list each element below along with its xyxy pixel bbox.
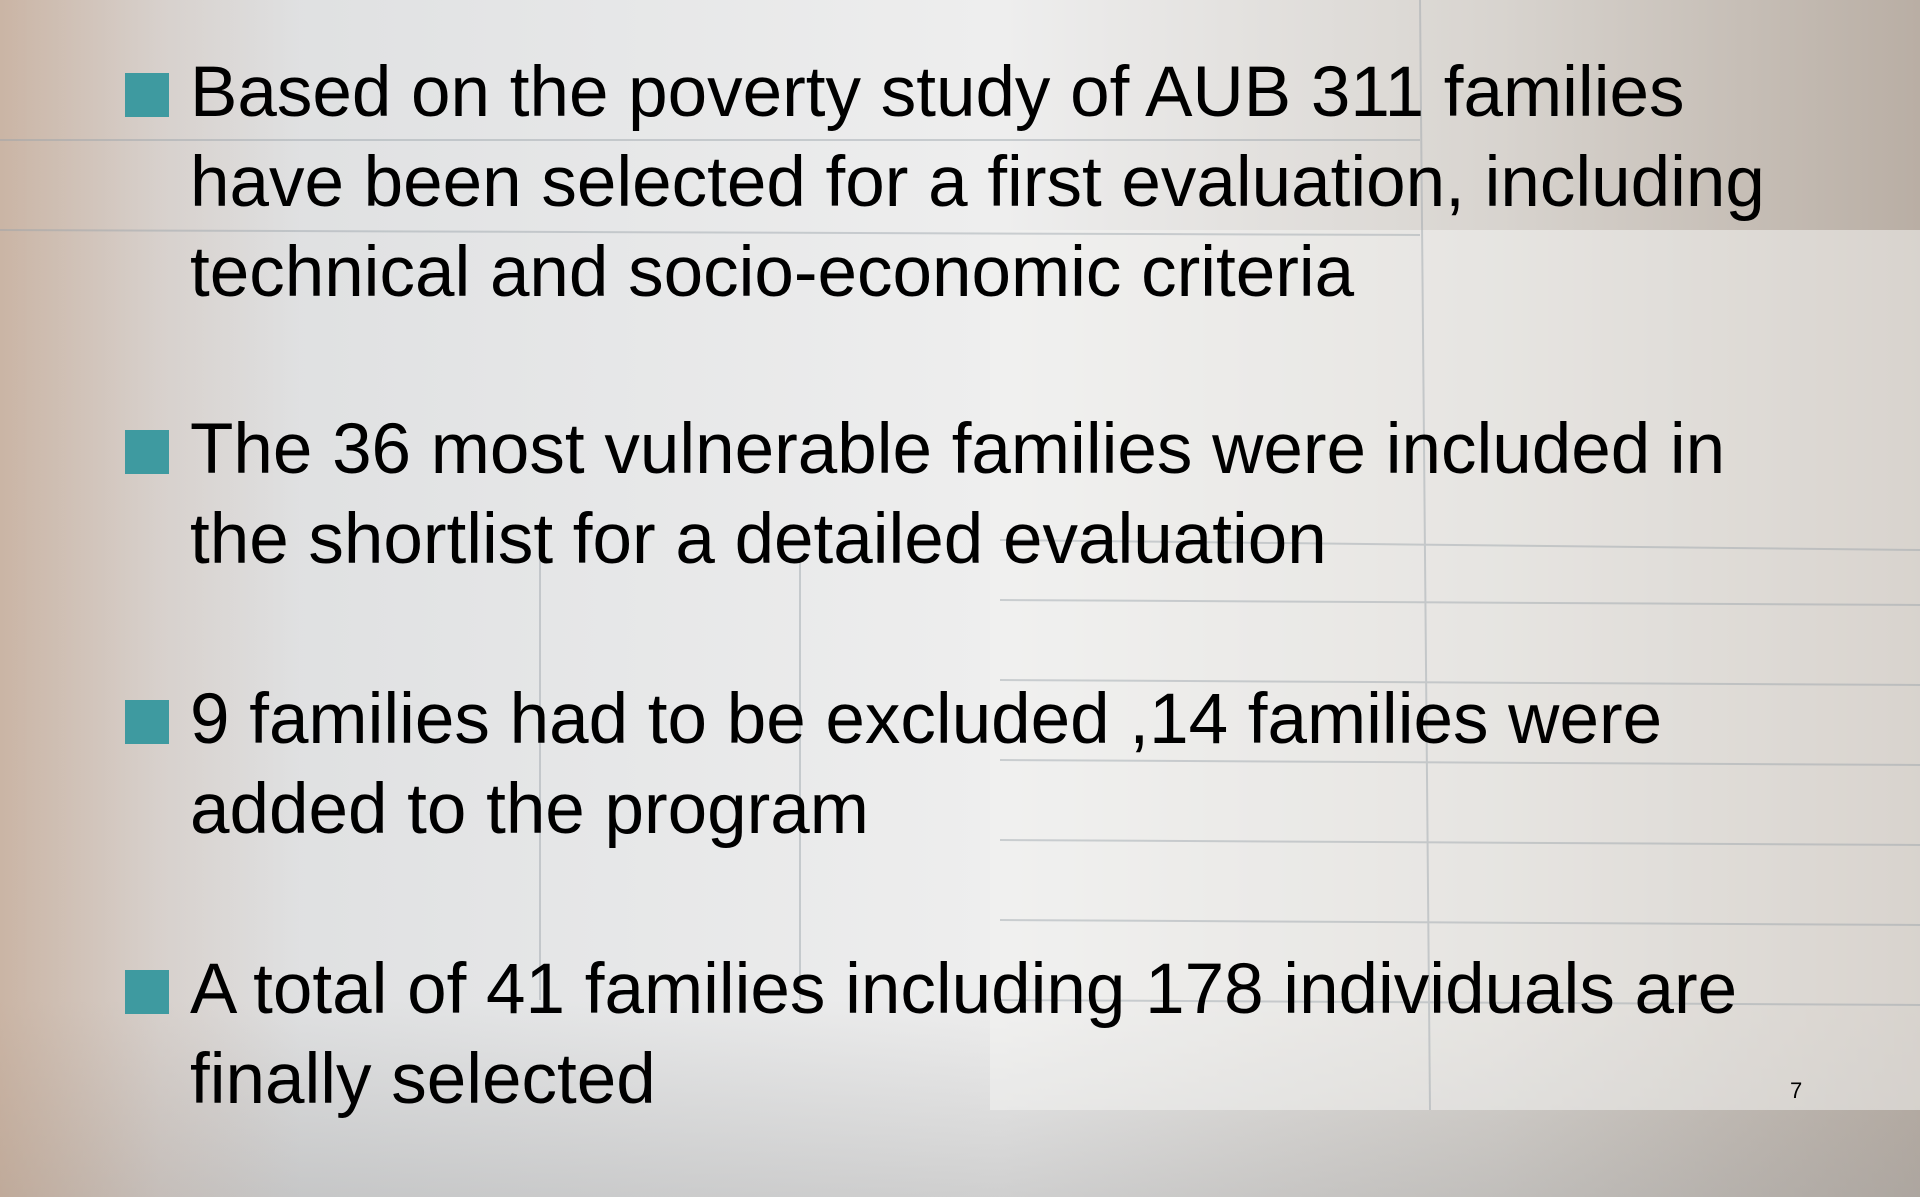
- bullet-text: the shortlist for a detailed evaluation: [190, 495, 1327, 585]
- bullet-marker: [125, 73, 169, 117]
- page-number: 7: [1790, 1078, 1802, 1104]
- slide: Based on the poverty study of AUB 311 fa…: [0, 0, 1920, 1197]
- bullet-text: 9 families had to be excluded ,14 famili…: [190, 675, 1662, 765]
- bullet-marker: [125, 430, 169, 474]
- bullet-marker: [125, 970, 169, 1014]
- bullet-text: have been selected for a first evaluatio…: [190, 138, 1765, 228]
- bullet-text: technical and socio-economic criteria: [190, 228, 1354, 318]
- bullet-text: The 36 most vulnerable families were inc…: [190, 405, 1725, 495]
- bullet-marker: [125, 700, 169, 744]
- bullet-text: finally selected: [190, 1035, 656, 1125]
- bullet-text: added to the program: [190, 765, 869, 855]
- bullet-text: A total of 41 families including 178 ind…: [190, 945, 1737, 1035]
- bullet-text: Based on the poverty study of AUB 311 fa…: [190, 48, 1684, 138]
